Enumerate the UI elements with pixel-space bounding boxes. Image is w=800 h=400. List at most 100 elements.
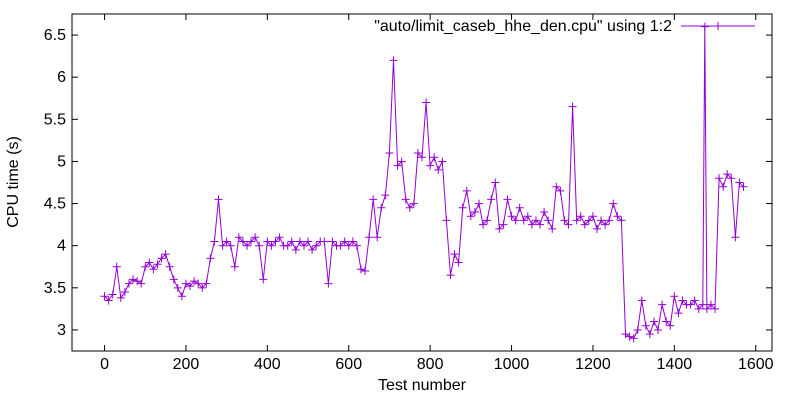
data-point (723, 170, 732, 179)
data-point (177, 292, 186, 301)
data-point (251, 233, 260, 242)
data-point (613, 212, 622, 221)
x-tick-label: 1200 (575, 356, 611, 373)
data-point (519, 216, 528, 225)
data-point (361, 266, 370, 275)
data-point (536, 220, 545, 229)
data-point (568, 102, 577, 111)
data-point (474, 199, 483, 208)
data-point (141, 262, 150, 271)
data-point (222, 237, 231, 246)
data-point (491, 178, 500, 187)
data-point (377, 203, 386, 212)
data-point (275, 233, 284, 242)
data-point (389, 56, 398, 65)
data-point (226, 241, 235, 250)
data-point (259, 275, 268, 284)
data-point (645, 330, 654, 339)
data-point (470, 207, 479, 216)
data-point (670, 292, 679, 301)
data-point (450, 250, 459, 259)
data-point (544, 216, 553, 225)
data-point (422, 98, 431, 107)
data-point (153, 260, 162, 269)
x-tick-label: 1000 (494, 356, 530, 373)
data-point (418, 153, 426, 162)
x-tick-label: 600 (335, 356, 362, 373)
x-tick-label: 200 (173, 356, 200, 373)
data-point (243, 241, 251, 250)
data-point (381, 191, 390, 200)
data-point (393, 161, 402, 170)
data-point (597, 216, 606, 225)
y-tick-label: 6 (57, 69, 66, 86)
data-point (434, 165, 443, 174)
data-point (727, 174, 736, 183)
data-point (658, 300, 667, 309)
data-point (686, 300, 695, 309)
y-tick-label: 3 (57, 322, 66, 339)
data-point (654, 325, 663, 334)
data-point (267, 241, 276, 250)
x-tick-label: 0 (100, 356, 109, 373)
data-point (291, 245, 300, 254)
data-point (426, 161, 435, 170)
data-point (609, 199, 618, 208)
data-point (700, 22, 709, 31)
data-point (336, 241, 345, 250)
data-point (255, 241, 264, 250)
data-point (234, 233, 243, 242)
data-point (100, 292, 109, 301)
data-point (438, 157, 447, 166)
data-point (352, 241, 361, 250)
data-point (356, 265, 365, 274)
data-point (169, 275, 178, 284)
data-point (397, 157, 406, 166)
data-point (584, 216, 593, 225)
data-point (401, 195, 410, 204)
data-point (548, 224, 557, 233)
data-point (430, 153, 439, 162)
data-point (369, 195, 378, 204)
data-point (527, 220, 536, 229)
data-point (564, 220, 573, 229)
data-point (462, 186, 471, 195)
data-point (304, 237, 313, 246)
data-point (104, 296, 113, 305)
data-point (161, 250, 170, 259)
data-point (531, 216, 540, 225)
x-axis-title: Test number (378, 377, 467, 394)
data-point (487, 195, 496, 204)
data-point (629, 334, 638, 343)
data-point (515, 203, 524, 212)
data-point (621, 330, 630, 339)
data-point (625, 332, 634, 341)
data-point (413, 149, 422, 158)
data-point (698, 300, 707, 309)
data-point (165, 262, 174, 271)
data-point (641, 321, 650, 330)
data-point (446, 271, 455, 280)
data-point (593, 224, 601, 233)
data-point (580, 220, 589, 229)
data-point (666, 321, 675, 330)
y-tick-label: 4.5 (44, 196, 66, 213)
data-point (674, 309, 683, 318)
data-point (711, 304, 720, 313)
data-point (287, 237, 296, 246)
legend-marker-sample (714, 22, 722, 30)
data-series (100, 22, 748, 343)
data-point (503, 195, 512, 204)
data-point (214, 195, 223, 204)
data-point (299, 241, 308, 250)
data-point (454, 258, 463, 267)
legend-label: "auto/limit_caseb_hhe_den.cpu" using 1:2 (374, 18, 672, 35)
x-tick-label: 400 (254, 356, 281, 373)
data-point (365, 233, 374, 242)
data-point (149, 265, 158, 274)
plot-frame (71, 13, 773, 352)
data-point (576, 212, 585, 221)
data-point (507, 212, 516, 221)
data-point (605, 216, 614, 225)
data-point (499, 220, 508, 229)
